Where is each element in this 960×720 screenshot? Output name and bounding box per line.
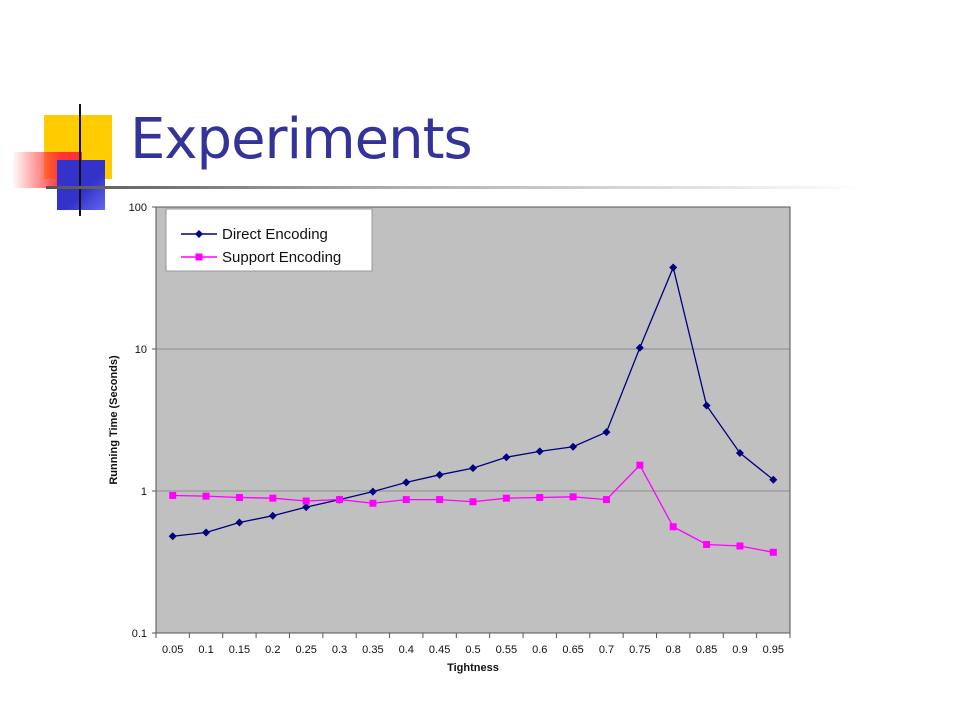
data-point-0-0	[168, 532, 177, 541]
x-tick-label-1: 0.1	[198, 644, 213, 656]
y-tick-label-1: 1	[141, 486, 147, 498]
x-tick-label-8: 0.45	[429, 644, 450, 656]
data-point-0-1	[202, 528, 211, 537]
data-point-0-4	[302, 503, 311, 512]
x-tick-label-16: 0.85	[696, 644, 717, 656]
data-point-1-12	[569, 493, 577, 501]
x-tick-label-2: 0.15	[229, 644, 250, 656]
series-1	[169, 461, 777, 556]
data-point-0-14	[635, 343, 644, 352]
x-tick-label-11: 0.6	[532, 644, 547, 656]
y-tick-labels: 0.1 1 10 100	[129, 202, 156, 640]
data-point-1-1	[202, 492, 210, 500]
legend-box	[165, 208, 373, 272]
x-tick-label-18: 0.95	[763, 644, 784, 656]
data-point-1-6	[369, 499, 377, 507]
x-axis-label: Tightness	[447, 662, 499, 674]
slide-title: Experiments	[130, 107, 473, 172]
plot-border	[155, 206, 791, 634]
data-point-0-16	[702, 401, 711, 410]
y-tick-label-2: 10	[135, 344, 147, 356]
data-point-0-12	[569, 442, 578, 451]
data-point-0-17	[735, 449, 744, 458]
data-point-0-10	[502, 453, 511, 462]
x-tick-label-15: 0.8	[666, 644, 681, 656]
deco-blue-square	[57, 160, 105, 210]
x-tick-label-0: 0.05	[162, 644, 183, 656]
x-tick-label-6: 0.35	[362, 644, 383, 656]
data-point-1-4	[302, 497, 310, 505]
data-point-1-16	[703, 540, 711, 548]
x-tick-label-9: 0.5	[465, 644, 480, 656]
data-point-0-7	[402, 478, 411, 487]
data-point-1-9	[469, 498, 477, 506]
data-point-0-2	[235, 518, 244, 527]
data-point-0-13	[602, 428, 611, 437]
plot-area	[156, 207, 790, 633]
x-tick-label-10: 0.55	[496, 644, 517, 656]
data-point-1-14	[636, 461, 644, 469]
data-point-1-5	[336, 496, 344, 504]
x-tick-label-13: 0.7	[599, 644, 614, 656]
x-tick-label-12: 0.65	[562, 644, 583, 656]
data-point-1-10	[502, 494, 510, 502]
x-tick-label-4: 0.25	[295, 644, 316, 656]
data-point-0-18	[769, 475, 778, 484]
data-point-0-11	[535, 447, 544, 456]
data-point-1-17	[736, 542, 744, 550]
data-point-1-11	[536, 493, 544, 501]
data-point-1-18	[769, 548, 777, 556]
x-tick-label-14: 0.75	[629, 644, 650, 656]
data-point-1-7	[402, 496, 410, 504]
legend-marker-1	[195, 253, 203, 261]
data-point-1-13	[602, 496, 610, 504]
x-tick-label-3: 0.2	[265, 644, 280, 656]
x-tick-label-7: 0.4	[399, 644, 414, 656]
series-0	[168, 263, 778, 541]
x-tick-label-5: 0.3	[332, 644, 347, 656]
legend: Direct Encoding Support Encoding	[165, 208, 373, 272]
data-point-1-3	[269, 494, 277, 502]
x-tick-label-17: 0.9	[732, 644, 747, 656]
data-point-0-6	[368, 487, 377, 496]
series-lines	[168, 263, 778, 556]
data-point-1-8	[436, 496, 444, 504]
deco-horizontal-line	[46, 186, 866, 189]
y-tick-label-0: 0.1	[132, 628, 147, 640]
legend-label-1: Support Encoding	[222, 249, 341, 266]
data-point-0-8	[435, 470, 444, 479]
y-tick-label-3: 100	[129, 202, 147, 214]
deco-vertical-line	[79, 104, 81, 216]
legend-label-0: Direct Encoding	[222, 226, 328, 243]
legend-marker-0	[195, 230, 203, 238]
y-axis-label: Running Time (Seconds)	[108, 355, 120, 485]
grid-lines	[156, 348, 790, 492]
data-point-1-2	[235, 493, 243, 501]
data-point-1-0	[169, 491, 177, 499]
data-point-0-15	[669, 263, 678, 272]
data-point-0-3	[268, 511, 277, 520]
data-point-0-9	[469, 464, 477, 473]
x-tick-labels: 0.05 0.1 0.15 0.2 0.25 0.3 0.35 0.4 0.45 0.5 0.55 0…	[155, 633, 791, 656]
data-point-1-15	[669, 523, 677, 531]
